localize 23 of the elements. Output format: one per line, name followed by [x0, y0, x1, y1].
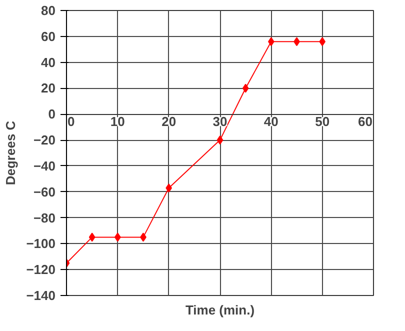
x-axis-title: Time (min.)	[185, 302, 255, 318]
x-tick-label: 10	[110, 114, 125, 130]
x-tick-label: 40	[264, 114, 278, 130]
y-tick-label: 80	[41, 3, 56, 18]
x-tick-label: 50	[315, 114, 330, 130]
y-tick-label: 40	[41, 54, 56, 70]
y-tick-label: 20	[41, 80, 56, 96]
y-tick-label: −100	[26, 236, 56, 252]
y-tick-label: −120	[26, 262, 56, 278]
y-tick-label: −140	[26, 288, 56, 303]
y-axis-title: Degrees C	[3, 120, 18, 186]
y-tick-label: −80	[33, 210, 56, 226]
point	[242, 84, 249, 93]
point	[216, 136, 224, 145]
x-tick-label: 30	[212, 114, 228, 130]
x-tick-label: 60	[358, 114, 373, 130]
point	[88, 232, 96, 242]
x-tick-label: 20	[162, 114, 176, 130]
y-tick-label: −60	[33, 184, 56, 200]
y-tick-label: −20	[33, 132, 56, 148]
x-tick-label: 0	[68, 114, 75, 130]
y-tick-label: 60	[41, 28, 56, 44]
y-tick-label: −40	[33, 158, 56, 174]
